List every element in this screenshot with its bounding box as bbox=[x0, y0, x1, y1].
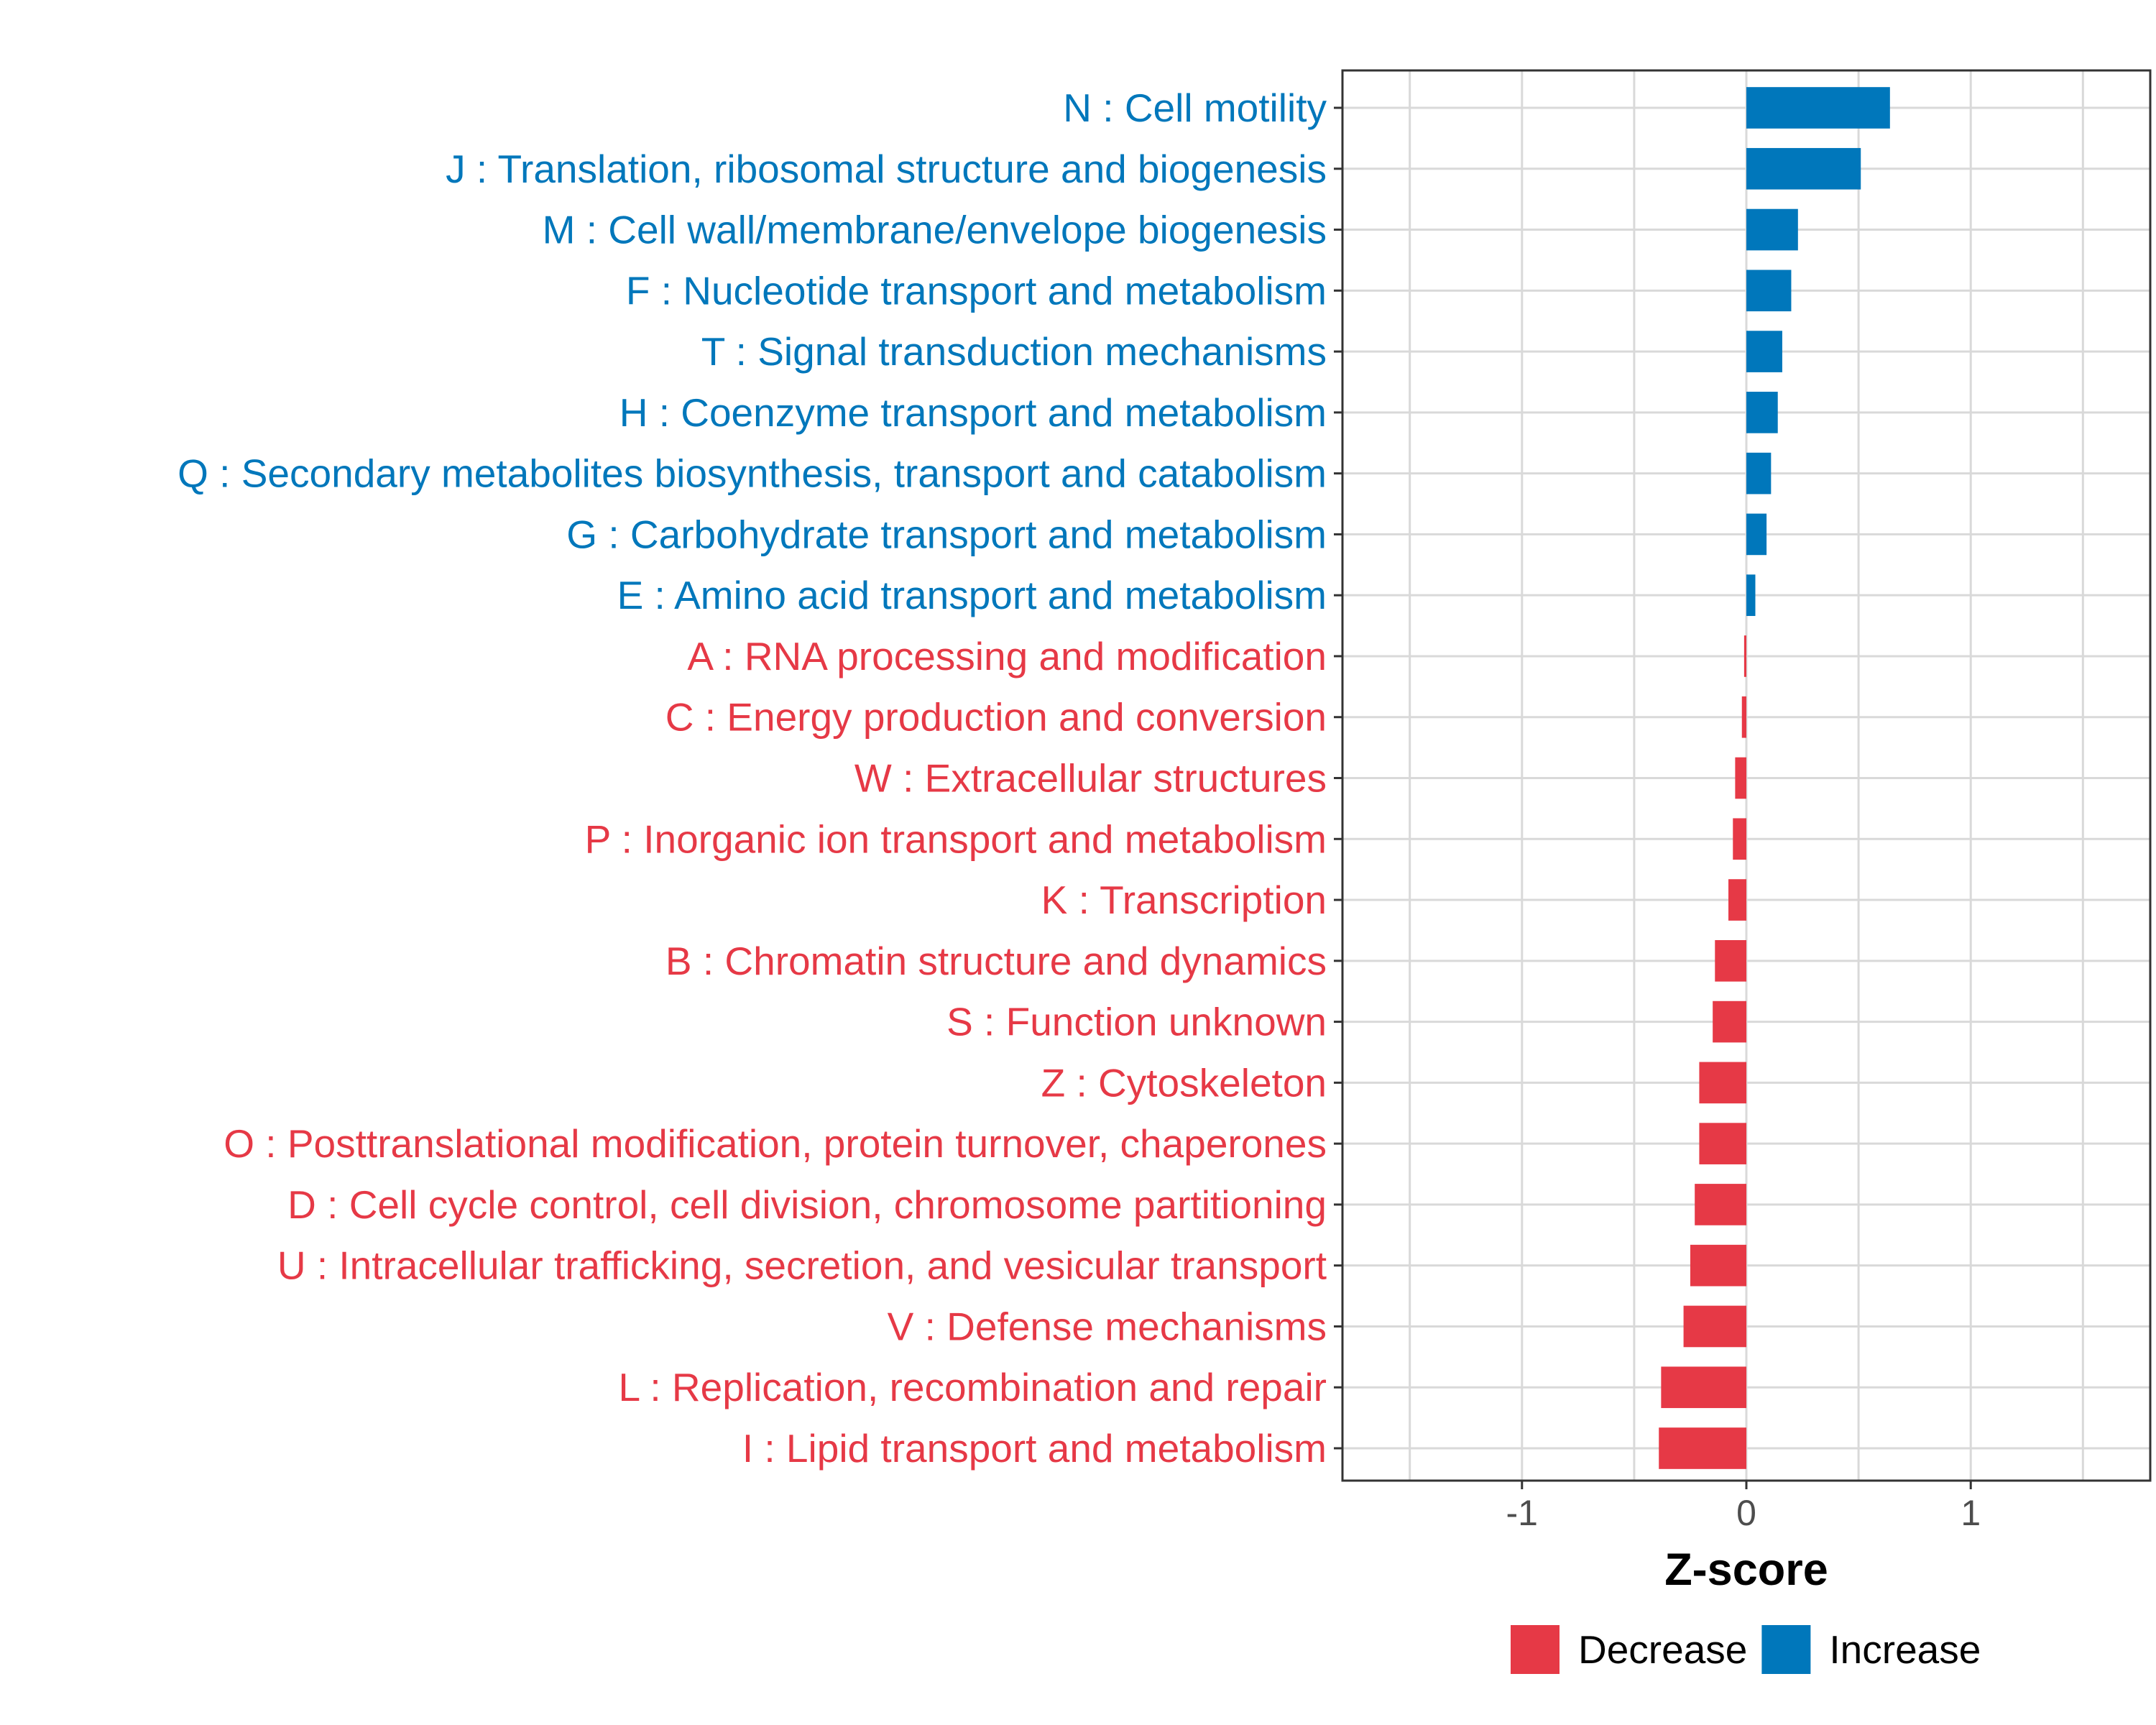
bar-b bbox=[1715, 939, 1746, 982]
bar-e bbox=[1746, 574, 1756, 617]
category-label: U : Intracellular trafficking, secretion… bbox=[277, 1243, 1327, 1288]
x-tick-label: 1 bbox=[1961, 1493, 1981, 1533]
category-label: J : Translation, ribosomal structure and… bbox=[446, 147, 1327, 191]
bar-c bbox=[1741, 696, 1746, 738]
category-label: V : Defense mechanisms bbox=[888, 1304, 1327, 1348]
legend-key-decrease bbox=[1511, 1625, 1560, 1674]
category-label: D : Cell cycle control, cell division, c… bbox=[287, 1182, 1327, 1227]
category-label: C : Energy production and conversion bbox=[665, 695, 1327, 740]
bar-f bbox=[1746, 270, 1792, 312]
category-label: E : Amino acid transport and metabolism bbox=[617, 573, 1327, 617]
bar-v bbox=[1683, 1305, 1746, 1348]
category-label: I : Lipid transport and metabolism bbox=[742, 1426, 1327, 1471]
category-label: Z : Cytoskeleton bbox=[1041, 1060, 1327, 1105]
bar-w bbox=[1735, 757, 1746, 799]
bar-k bbox=[1728, 879, 1746, 921]
bar-s bbox=[1713, 1000, 1746, 1043]
bar-n bbox=[1746, 87, 1890, 129]
bar-l bbox=[1661, 1366, 1746, 1409]
bar-q bbox=[1746, 452, 1772, 494]
category-label: S : Function unknown bbox=[946, 1000, 1327, 1044]
legend-label-increase: Increase bbox=[1829, 1627, 1981, 1672]
x-axis-title: Z-score bbox=[1664, 1545, 1828, 1595]
bars bbox=[1659, 87, 1890, 1469]
bar-p bbox=[1733, 818, 1746, 860]
category-label: A : RNA processing and modification bbox=[687, 634, 1327, 678]
legend: Decrease Increase bbox=[1511, 1625, 1981, 1674]
y-axis-ticks bbox=[1334, 106, 1342, 1450]
category-label: B : Chromatin structure and dynamics bbox=[665, 939, 1327, 983]
category-label: G : Carbohydrate transport and metabolis… bbox=[566, 512, 1327, 556]
bar-z bbox=[1699, 1062, 1746, 1104]
legend-label-decrease: Decrease bbox=[1578, 1627, 1747, 1672]
legend-key-increase bbox=[1761, 1625, 1811, 1674]
bar-a bbox=[1743, 635, 1746, 677]
bar-j bbox=[1746, 147, 1861, 190]
category-label: T : Signal transduction mechanisms bbox=[701, 329, 1327, 374]
category-label: L : Replication, recombination and repai… bbox=[619, 1365, 1327, 1409]
x-axis-ticks: -1 0 1 bbox=[1506, 1481, 1981, 1533]
x-tick-label: 0 bbox=[1736, 1493, 1756, 1533]
bar-m bbox=[1746, 208, 1798, 251]
x-tick-label: -1 bbox=[1506, 1493, 1538, 1533]
category-label: O : Posttranslational modification, prot… bbox=[224, 1121, 1327, 1166]
bar-d bbox=[1695, 1184, 1746, 1225]
category-label: W : Extracellular structures bbox=[854, 756, 1327, 801]
bar-h bbox=[1746, 392, 1778, 433]
category-label: H : Coenzyme transport and metabolism bbox=[619, 390, 1327, 435]
bar-i bbox=[1659, 1427, 1746, 1469]
category-label: P : Inorganic ion transport and metaboli… bbox=[585, 816, 1327, 861]
category-label: K : Transcription bbox=[1041, 878, 1327, 922]
category-label: Q : Secondary metabolites biosynthesis, … bbox=[178, 451, 1327, 496]
bar-o bbox=[1699, 1123, 1746, 1164]
category-labels: N : Cell motility J : Translation, riboso… bbox=[178, 86, 1327, 1471]
category-label: N : Cell motility bbox=[1063, 86, 1327, 130]
bar-g bbox=[1746, 513, 1767, 556]
bar-u bbox=[1690, 1244, 1746, 1287]
category-label: F : Nucleotide transport and metabolism bbox=[626, 268, 1327, 313]
category-label: M : Cell wall/membrane/envelope biogenes… bbox=[543, 208, 1327, 252]
bar-t bbox=[1746, 331, 1782, 372]
